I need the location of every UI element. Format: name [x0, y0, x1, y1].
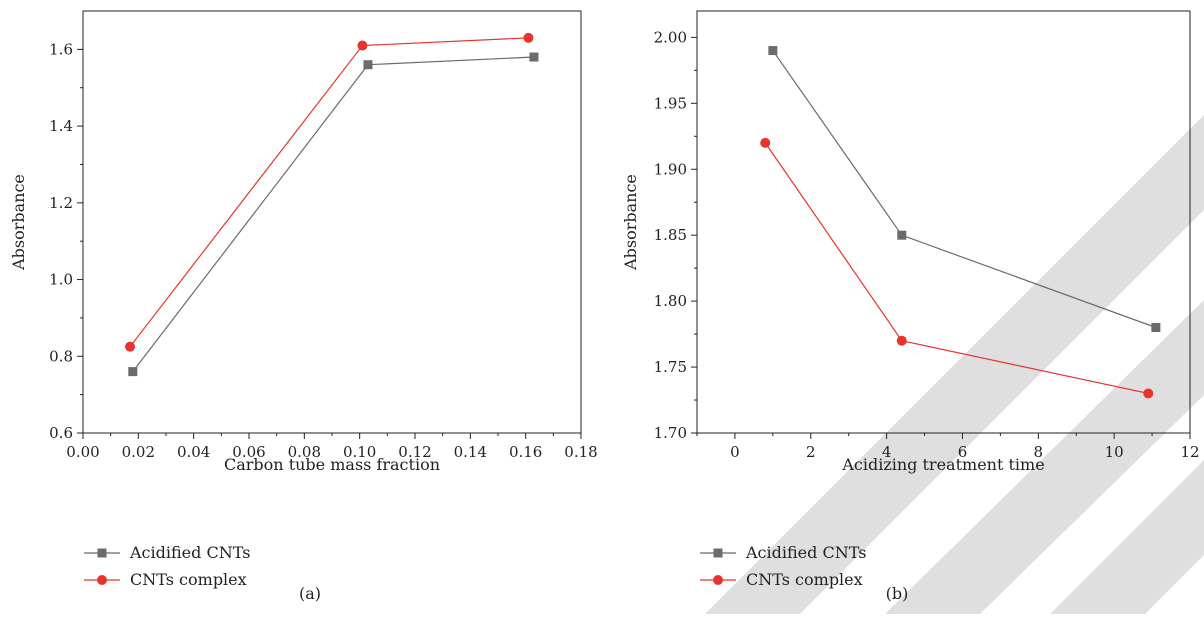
y-tick-label: 1.95 [654, 94, 687, 112]
y-tick-label: 2.00 [654, 28, 687, 46]
y-tick-label: 1.85 [654, 226, 687, 244]
x-axis-label: Acidizing treatment time [841, 455, 1044, 474]
y-tick-label: 1.80 [654, 292, 687, 310]
data-point-square [529, 52, 539, 62]
y-tick-label: 1.4 [49, 117, 73, 135]
x-tick-label: 0.08 [288, 443, 321, 461]
data-point-square [1151, 323, 1161, 332]
legend-marker-circle [713, 575, 723, 585]
panel-label: (a) [299, 584, 321, 603]
series-line-cnts-complex [129, 37, 529, 348]
x-tick-label: 10 [1105, 443, 1124, 461]
x-tick-label: 0.12 [398, 443, 431, 461]
data-point-circle [1143, 388, 1154, 399]
data-point-square [128, 367, 138, 377]
series-line-acidified-cnts [132, 56, 534, 372]
y-axis-label: Absorbance [621, 174, 640, 271]
data-point-square [363, 60, 373, 70]
x-axis-label: Carbon tube mass fraction [224, 455, 440, 474]
y-tick-label: 0.8 [49, 347, 73, 365]
y-tick-label: 1.6 [49, 40, 73, 58]
plot-frame [82, 10, 582, 434]
data-point-square [897, 230, 907, 240]
y-tick-label: 1.75 [654, 358, 687, 376]
legend-label: Acidified CNTs [745, 543, 866, 562]
x-tick-label: 0.00 [66, 443, 99, 461]
data-point-circle [760, 137, 771, 148]
legend-marker-circle [97, 575, 107, 585]
x-tick-label: 0.02 [122, 443, 155, 461]
x-tick-label: 4 [882, 443, 892, 461]
legend-label: Acidified CNTs [129, 543, 250, 562]
watermark-shape [705, 115, 1204, 614]
y-tick-label: 1.90 [654, 160, 687, 178]
y-axis-label: Absorbance [9, 174, 28, 271]
watermark-shape [1050, 460, 1204, 614]
watermark-shape [885, 300, 1204, 614]
retracted-watermark [705, 115, 1204, 614]
panel-label: (b) [886, 584, 909, 603]
x-tick-label: 0.06 [232, 443, 265, 461]
x-tick-label: 2 [806, 443, 816, 461]
legend-label: CNTs complex [746, 570, 863, 589]
x-tick-label: 6 [958, 443, 968, 461]
chart-panel-a: 0.00 0.02 0.04 0.06 0.08 0.10 0.12 0.14 0.16 0.18… [9, 10, 598, 603]
data-point-circle [896, 335, 907, 346]
data-point-square [768, 46, 778, 56]
x-tick-label: 12 [1180, 443, 1199, 461]
legend-label: CNTs complex [130, 570, 247, 589]
x-tick-label: 0.18 [564, 443, 597, 461]
y-tick-label: 0.6 [49, 424, 73, 442]
y-tick-label: 1.2 [49, 194, 73, 212]
data-point-circle [125, 341, 136, 352]
plot-frame [696, 10, 1191, 434]
x-tick-label: 0 [730, 443, 740, 461]
legend-marker-square [713, 548, 723, 558]
data-point-circle [357, 40, 368, 51]
x-tick-label: 0.14 [454, 443, 487, 461]
y-tick-label: 1.0 [49, 271, 73, 289]
y-tick-label: 1.70 [654, 424, 687, 442]
x-tick-label: 8 [1034, 443, 1044, 461]
x-tick-label: 0.10 [343, 443, 376, 461]
chart-panel-b: 0 2 4 6 8 10 12 1.70 1.75 1.80 1.85 1.90 1.95 2.00 Aci… [621, 10, 1200, 603]
legend-marker-square [97, 548, 107, 558]
data-point-circle [523, 32, 534, 43]
x-tick-label: 0.16 [509, 443, 542, 461]
x-tick-label: 0.04 [177, 443, 210, 461]
